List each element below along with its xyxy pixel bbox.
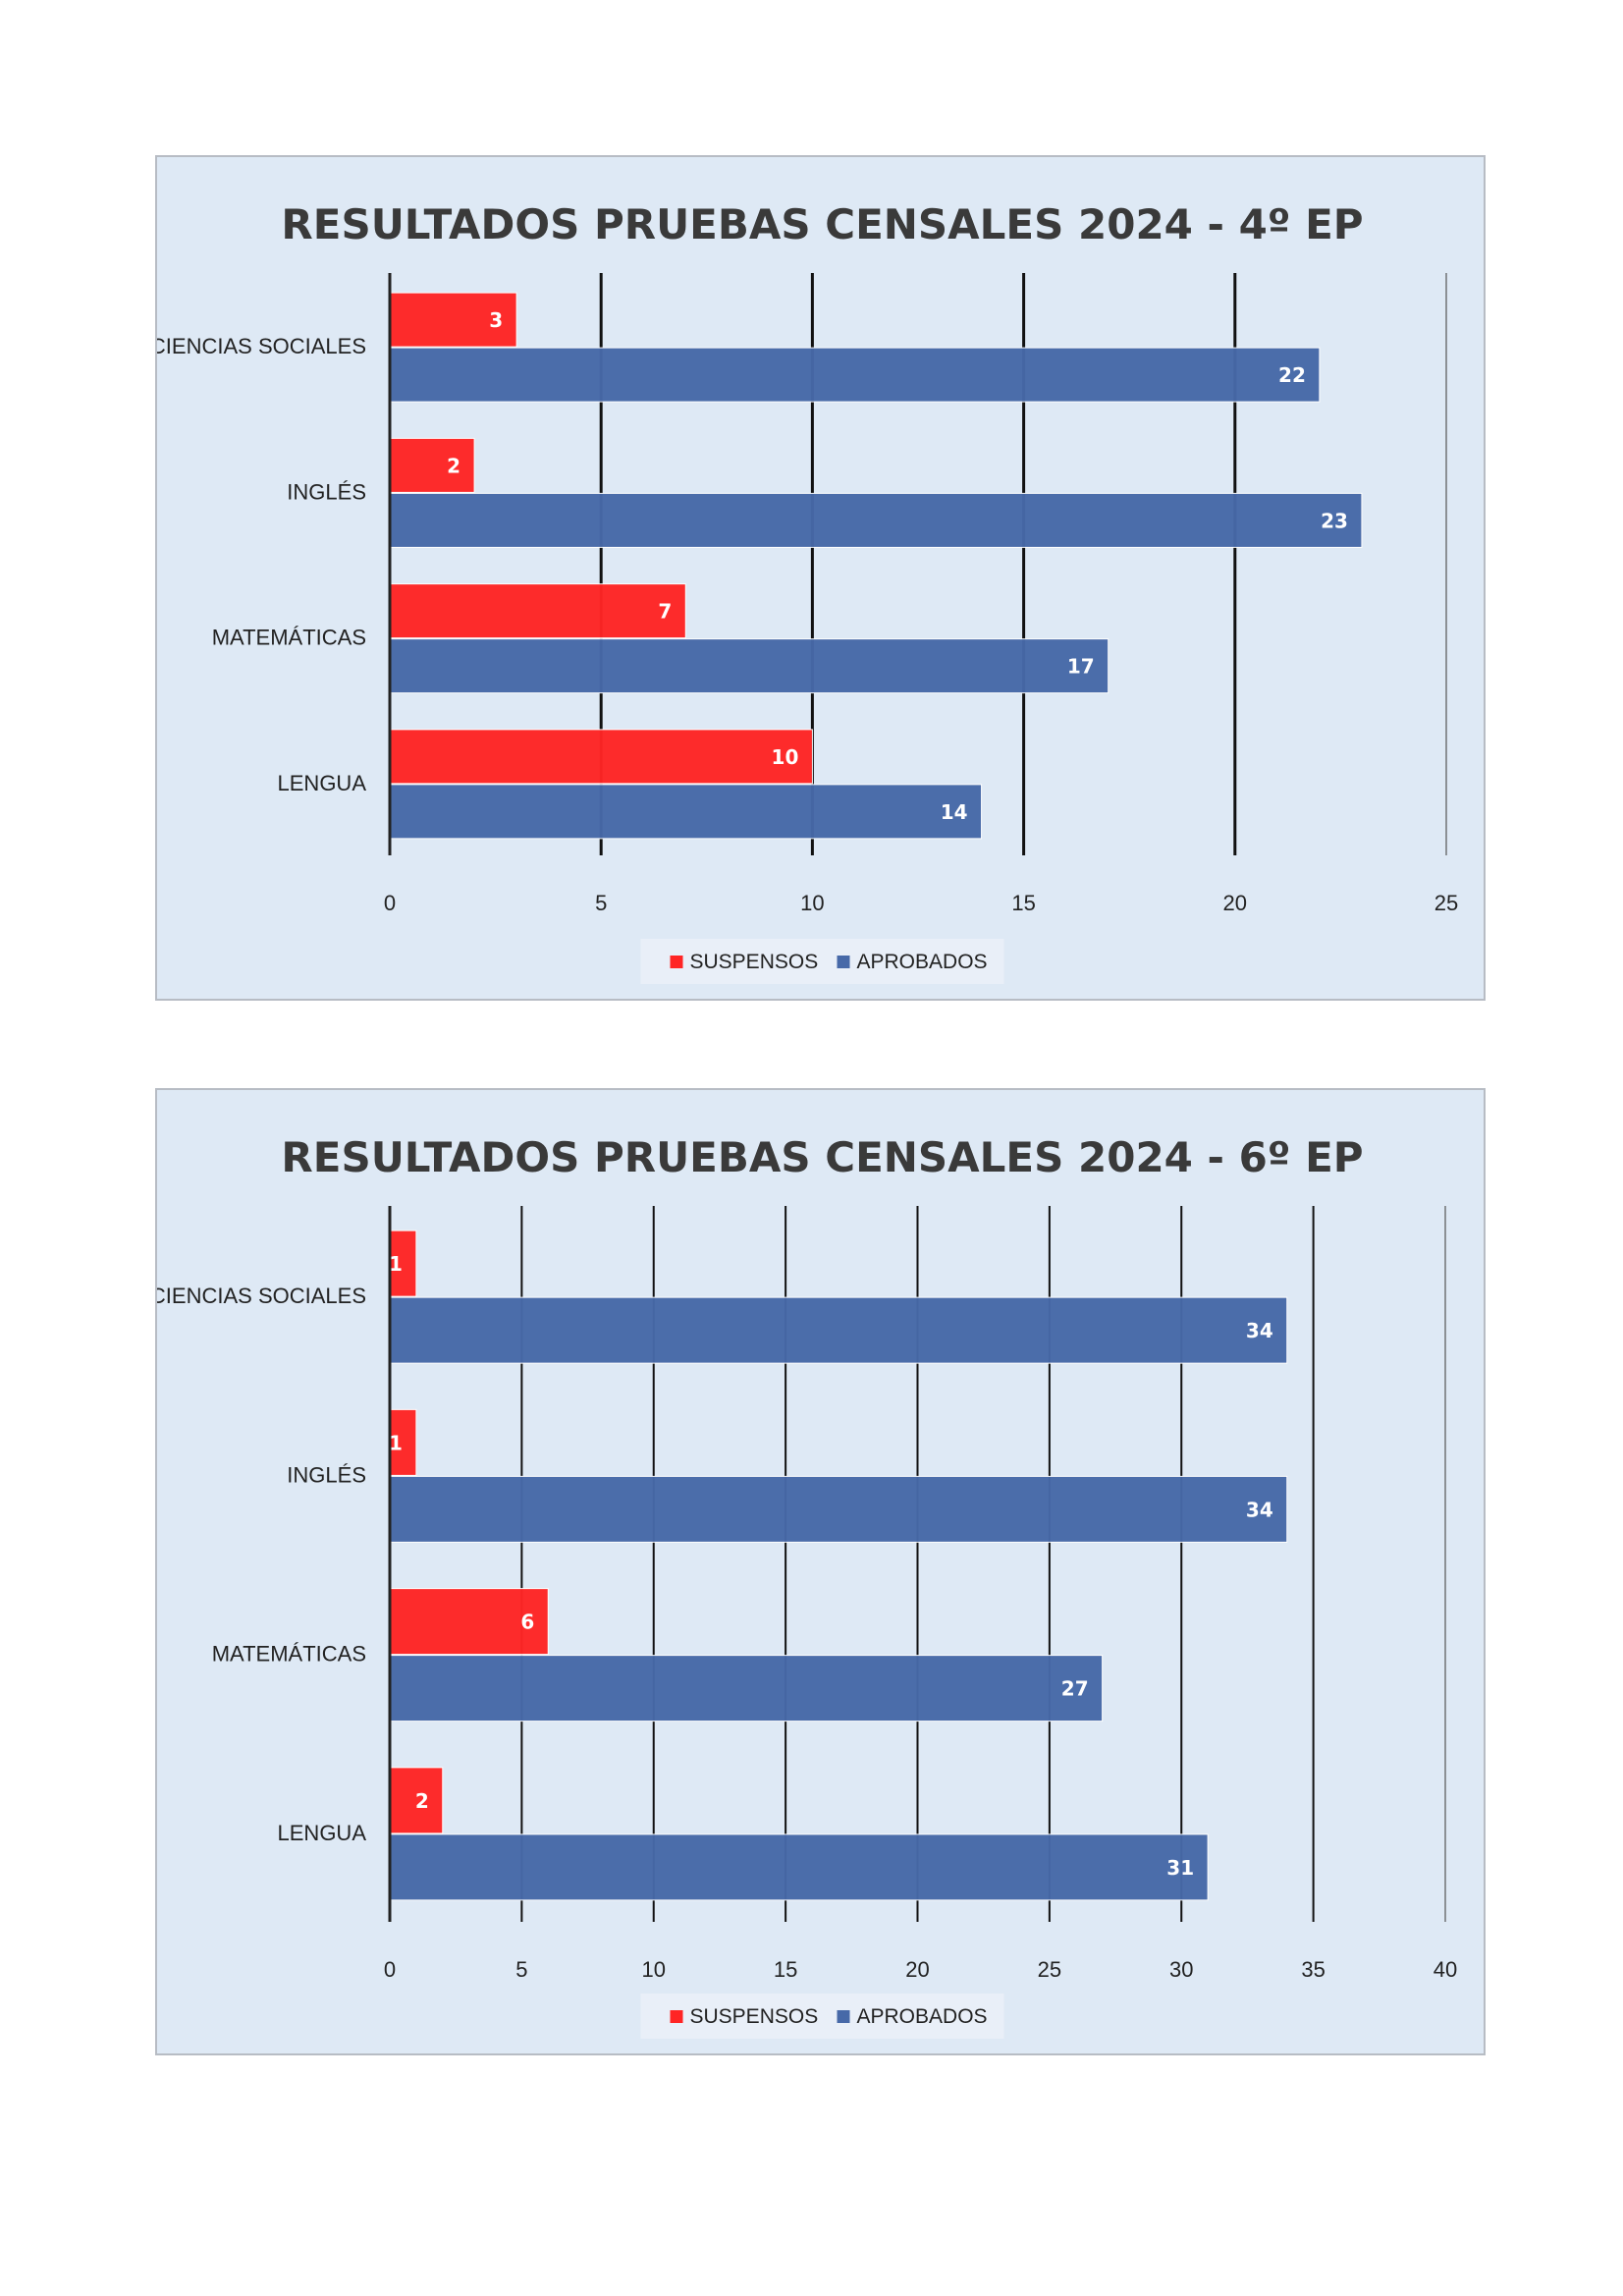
chart-6ep-data-label: 6 <box>520 1611 534 1634</box>
chart-4ep-category-label: MATEMÁTICAS <box>212 626 366 650</box>
chart-6ep-category-label: LENGUA <box>278 1821 367 1845</box>
chart-6ep-tick-label: 20 <box>905 1957 929 1982</box>
chart-4ep-bar-aprobados <box>389 638 1109 694</box>
chart-6ep-category-label: MATEMÁTICAS <box>212 1642 366 1667</box>
chart-6ep-legend-swatch <box>837 2010 850 2023</box>
chart-6ep-tick-label: 10 <box>642 1957 666 1982</box>
chart-6ep-category-label: CIENCIAS SOCIALES <box>157 1284 366 1308</box>
chart-4ep-tick-label: 5 <box>595 891 607 915</box>
chart-6ep-data-label: 1 <box>389 1252 403 1276</box>
chart-6ep-legend-swatch <box>670 2010 683 2023</box>
chart-4ep-data-label: 23 <box>1321 509 1348 532</box>
chart-4ep-bar-suspensos <box>389 292 517 348</box>
chart-6ep-tick-label: 35 <box>1301 1957 1325 1982</box>
chart-6ep-tick-label: 0 <box>384 1957 396 1982</box>
chart-4ep-data-label: 17 <box>1067 655 1095 679</box>
chart-6ep-data-label: 34 <box>1246 1319 1273 1342</box>
chart-4ep-bar-aprobados <box>389 492 1363 548</box>
chart-4ep-legend: SUSPENSOS APROBADOS <box>640 939 1004 984</box>
chart-4ep-legend-label: APROBADOS <box>857 951 988 973</box>
chart-4ep-category-label: INGLÉS <box>287 479 366 504</box>
chart-4ep-legend-swatch <box>670 956 683 968</box>
chart-4ep-category-label: CIENCIAS SOCIALES <box>157 334 366 358</box>
chart-6ep-bar-aprobados <box>389 1475 1288 1543</box>
chart-4ep-svg: RESULTADOS PRUEBAS CENSALES 2024 - 4º EP… <box>157 200 1458 984</box>
chart-4ep-bar-suspensos <box>389 583 686 639</box>
chart-6ep-category-label: INGLÉS <box>287 1462 366 1487</box>
chart-6ep-data-label: 34 <box>1246 1498 1273 1521</box>
chart-4ep-data-label: 10 <box>772 745 799 769</box>
chart-4ep-tick-label: 0 <box>384 891 396 915</box>
chart-6ep-svg: RESULTADOS PRUEBAS CENSALES 2024 - 6º EP… <box>157 1133 1457 2039</box>
chart-4ep-bar-suspensos <box>389 729 813 785</box>
chart-6ep-tick-label: 5 <box>515 1957 527 1982</box>
chart-6ep-data-label: 2 <box>415 1789 429 1813</box>
chart-6ep-legend-box <box>640 1994 1004 2039</box>
chart-6ep-bar-aprobados <box>389 1655 1104 1722</box>
chart-6ep-data-label: 31 <box>1166 1856 1194 1880</box>
chart-4ep-data-label: 3 <box>489 308 503 332</box>
chart-6ep-bar-aprobados <box>389 1296 1288 1364</box>
chart-4ep-legend-box <box>640 939 1004 984</box>
chart-6ep-tick-label: 40 <box>1434 1957 1457 1982</box>
chart-4ep-bar-aprobados <box>389 347 1321 403</box>
chart-6ep-tick-label: 30 <box>1169 1957 1193 1982</box>
chart-6ep-title: RESULTADOS PRUEBAS CENSALES 2024 - 6º EP <box>281 1133 1363 1181</box>
chart-4ep-data-label: 7 <box>658 600 672 624</box>
chart-6ep-legend: SUSPENSOS APROBADOS <box>640 1994 1004 2039</box>
chart-6ep-legend-label: APROBADOS <box>857 2005 988 2028</box>
chart-4ep-data-label: 2 <box>447 454 460 477</box>
chart-4ep-bar-suspensos <box>389 437 475 493</box>
chart-6ep-bars: 1 34 1 34 6 27 2 31 <box>389 1230 1288 1901</box>
chart-4ep-tick-label: 20 <box>1223 891 1247 915</box>
chart-6ep-tick-label: 15 <box>774 1957 797 1982</box>
chart-4ep-bar-aprobados <box>389 784 983 840</box>
chart-6ep-data-label: 1 <box>389 1431 403 1454</box>
chart-4ep-title: RESULTADOS PRUEBAS CENSALES 2024 - 4º EP <box>281 200 1363 248</box>
chart-6ep-tick-label: 25 <box>1038 1957 1061 1982</box>
chart-6ep: RESULTADOS PRUEBAS CENSALES 2024 - 6º EP… <box>155 1088 1486 2055</box>
chart-4ep-tick-label: 15 <box>1011 891 1035 915</box>
chart-4ep-legend-label: SUSPENSOS <box>690 951 819 973</box>
chart-4ep-data-label: 14 <box>941 800 968 824</box>
chart-6ep-legend-label: SUSPENSOS <box>690 2005 819 2028</box>
chart-4ep-category-label: LENGUA <box>278 771 367 795</box>
chart-6ep-data-label: 27 <box>1061 1677 1089 1701</box>
chart-4ep: RESULTADOS PRUEBAS CENSALES 2024 - 4º EP… <box>155 155 1486 1001</box>
chart-6ep-bar-aprobados <box>389 1833 1209 1901</box>
chart-4ep-tick-label: 10 <box>800 891 824 915</box>
chart-4ep-data-label: 22 <box>1278 363 1306 387</box>
chart-4ep-tick-label: 25 <box>1434 891 1458 915</box>
chart-4ep-legend-swatch <box>837 956 850 968</box>
